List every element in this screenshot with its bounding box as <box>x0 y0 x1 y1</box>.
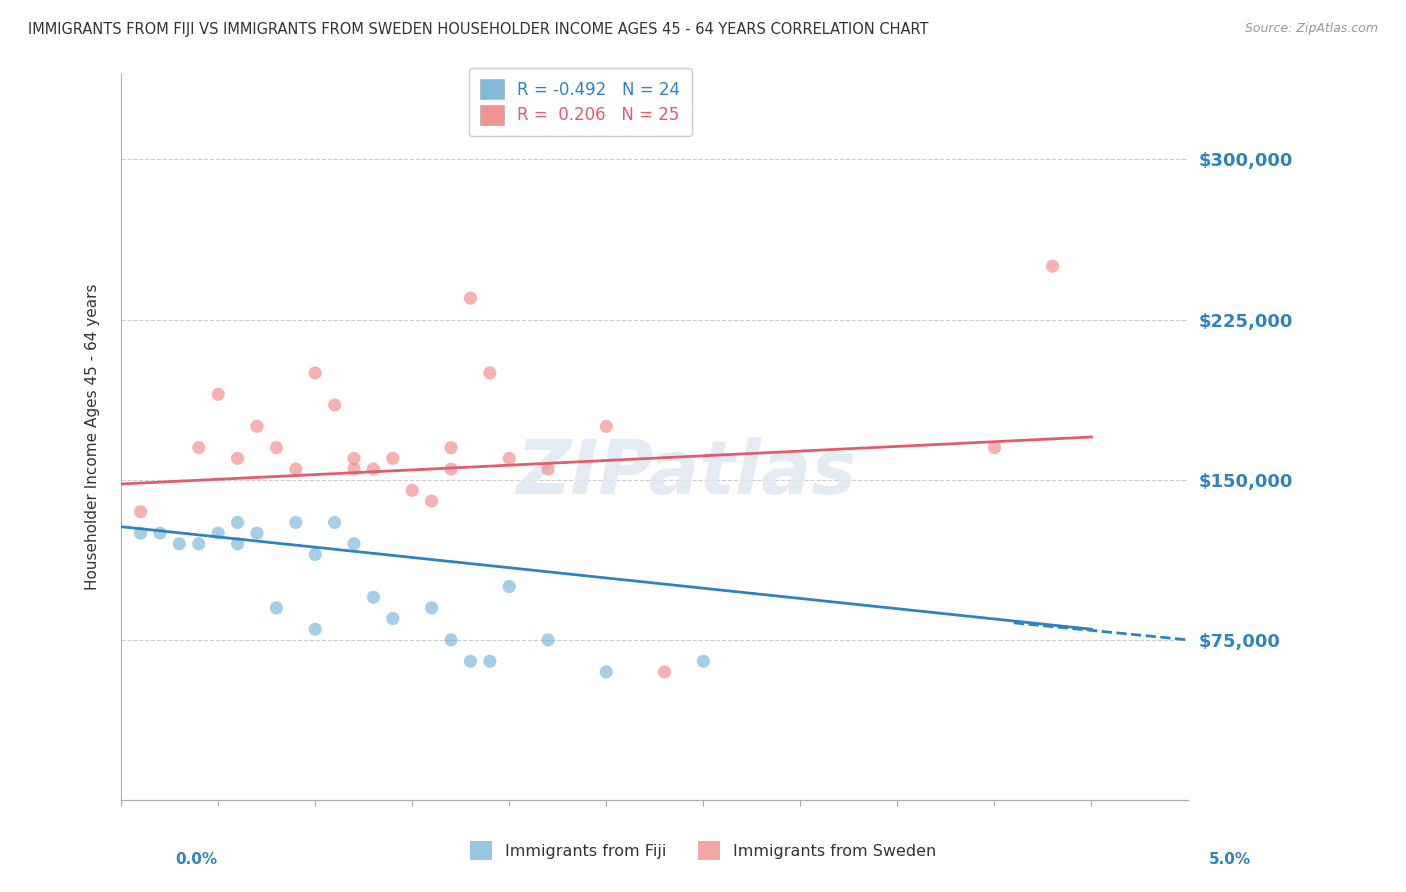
Point <box>363 462 385 476</box>
Point <box>187 537 209 551</box>
Point <box>323 398 346 412</box>
Point <box>1042 259 1064 273</box>
Point <box>266 600 288 615</box>
Text: 5.0%: 5.0% <box>1209 852 1251 867</box>
Legend: R = -0.492   N = 24, R =  0.206   N = 25: R = -0.492 N = 24, R = 0.206 N = 25 <box>468 68 692 136</box>
Point <box>537 462 560 476</box>
Point <box>654 665 676 679</box>
Legend: Immigrants from Fiji, Immigrants from Sweden: Immigrants from Fiji, Immigrants from Sw… <box>463 835 943 866</box>
Point <box>323 516 346 530</box>
Point <box>983 441 1005 455</box>
Point <box>440 441 463 455</box>
Point <box>460 654 482 668</box>
Point <box>498 580 520 594</box>
Point <box>401 483 423 498</box>
Point <box>498 451 520 466</box>
Point <box>266 441 288 455</box>
Y-axis label: Householder Income Ages 45 - 64 years: Householder Income Ages 45 - 64 years <box>86 284 100 591</box>
Point <box>207 526 229 541</box>
Point <box>343 451 366 466</box>
Point <box>169 537 191 551</box>
Point <box>440 462 463 476</box>
Point <box>478 654 501 668</box>
Point <box>420 600 443 615</box>
Point <box>460 291 482 305</box>
Point <box>440 632 463 647</box>
Point <box>478 366 501 380</box>
Point <box>284 462 307 476</box>
Text: Source: ZipAtlas.com: Source: ZipAtlas.com <box>1244 22 1378 36</box>
Point <box>381 451 404 466</box>
Point <box>129 505 152 519</box>
Point <box>381 611 404 625</box>
Point <box>304 622 326 636</box>
Point <box>343 537 366 551</box>
Point <box>187 441 209 455</box>
Point <box>226 537 249 551</box>
Point <box>595 419 617 434</box>
Point <box>226 516 249 530</box>
Point <box>537 632 560 647</box>
Text: ZIPatlas: ZIPatlas <box>517 437 856 510</box>
Point <box>284 516 307 530</box>
Point <box>595 665 617 679</box>
Point <box>420 494 443 508</box>
Point <box>692 654 714 668</box>
Text: IMMIGRANTS FROM FIJI VS IMMIGRANTS FROM SWEDEN HOUSEHOLDER INCOME AGES 45 - 64 Y: IMMIGRANTS FROM FIJI VS IMMIGRANTS FROM … <box>28 22 928 37</box>
Point <box>246 526 269 541</box>
Point <box>246 419 269 434</box>
Point <box>363 590 385 604</box>
Point <box>304 548 326 562</box>
Text: 0.0%: 0.0% <box>176 852 218 867</box>
Point <box>207 387 229 401</box>
Point <box>343 462 366 476</box>
Point <box>304 366 326 380</box>
Point <box>129 526 152 541</box>
Point <box>149 526 172 541</box>
Point <box>226 451 249 466</box>
